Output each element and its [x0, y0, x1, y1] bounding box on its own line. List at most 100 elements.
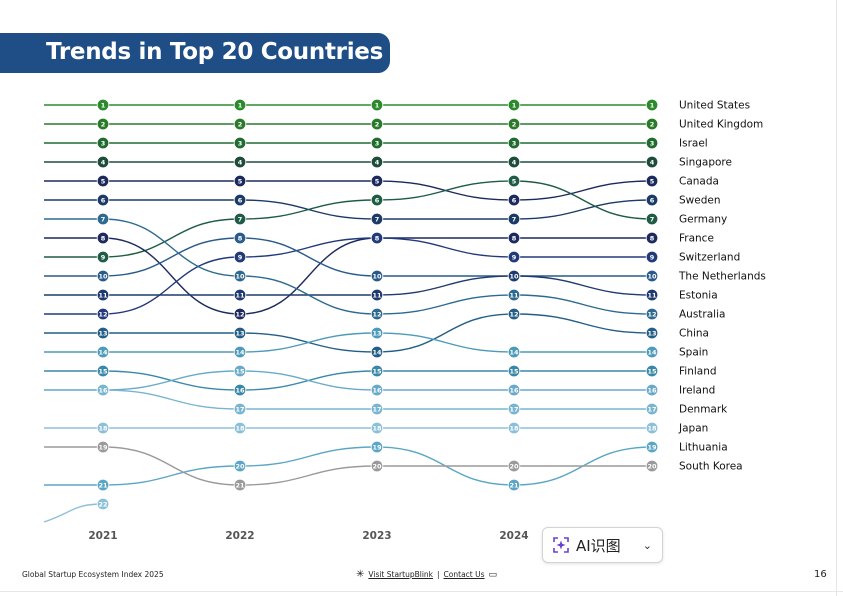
- marker-rank-number: 8: [375, 234, 380, 242]
- marker-dot: [233, 421, 247, 435]
- marker-israel-2021: 3: [96, 136, 110, 150]
- marker-estonia-2021: 11: [96, 288, 110, 302]
- marker-dot: [507, 136, 521, 150]
- marker-dot: [507, 307, 521, 321]
- marker-united-kingdom-2022: 2: [233, 117, 247, 131]
- ai-image-recognition-button[interactable]: AI识图 ⌄: [542, 527, 663, 563]
- marker-lithuania-2025: 19: [645, 440, 659, 454]
- marker-dot: [96, 440, 110, 454]
- marker-rank-number: 16: [509, 386, 519, 394]
- marker-rank-number: 15: [509, 367, 519, 375]
- marker-rank-number: 10: [235, 272, 245, 280]
- marker-dot: [645, 231, 659, 245]
- marker-dot: [370, 212, 384, 226]
- marker-rank-number: 2: [101, 120, 106, 128]
- chat-icon: ▭: [488, 569, 498, 580]
- marker-dot: [645, 326, 659, 340]
- marker-dot: [507, 402, 521, 416]
- marker-dot: [507, 212, 521, 226]
- marker-south-korea-2025: 20: [645, 459, 659, 473]
- marker-rank-number: 14: [509, 348, 519, 356]
- country-label-lithuania: Lithuania: [679, 442, 728, 454]
- marker-rank-number: 6: [238, 196, 243, 204]
- marker-dot: [233, 155, 247, 169]
- marker-estonia-2022: 11: [233, 288, 247, 302]
- country-label-france: France: [679, 233, 714, 245]
- marker-rank-number: 6: [650, 196, 655, 204]
- marker-rank-number: 6: [512, 196, 517, 204]
- page-number: 16: [814, 569, 827, 580]
- series-line-denmark: [44, 389, 652, 410]
- marker-singapore-2025: 4: [645, 155, 659, 169]
- marker-dot: [507, 98, 521, 112]
- marker-dot: [507, 155, 521, 169]
- marker-spain-2022: 14: [233, 345, 247, 359]
- marker-japan-2025: 18: [645, 421, 659, 435]
- marker-dot: [370, 459, 384, 473]
- marker-dot: [507, 364, 521, 378]
- marker-germany-2025: 7: [645, 212, 659, 226]
- marker-dot: [645, 250, 659, 264]
- marker-rank-number: 19: [372, 443, 382, 451]
- marker-united-states-2022: 1: [233, 98, 247, 112]
- marker-dot: [233, 288, 247, 302]
- marker-rank-number: 14: [98, 348, 108, 356]
- marker-lithuania-2021: 21: [96, 478, 110, 492]
- marker-rank-number: 3: [101, 139, 106, 147]
- marker-dot: [645, 117, 659, 131]
- marker-dot: [233, 231, 247, 245]
- country-label-switzerland: Switzerland: [679, 252, 740, 264]
- marker-rank-number: 11: [235, 291, 245, 299]
- marker-dot: [370, 231, 384, 245]
- marker-israel-2025: 3: [645, 136, 659, 150]
- marker-canada-2022: 5: [233, 174, 247, 188]
- marker-dot: [645, 383, 659, 397]
- marker-canada-2021: 5: [96, 174, 110, 188]
- country-label-china: China: [679, 328, 709, 340]
- marker-finland-2024: 15: [507, 364, 521, 378]
- marker-rank-number: 15: [235, 367, 245, 375]
- contact-us-link[interactable]: Contact Us: [443, 570, 485, 579]
- marker-finland-2021: 15: [96, 364, 110, 378]
- marker-china-2023: 14: [370, 345, 384, 359]
- marker-denmark-2025: 17: [645, 402, 659, 416]
- marker-rank-number: 18: [372, 424, 382, 432]
- series-line-spain: [44, 332, 652, 353]
- country-label-denmark: Denmark: [679, 404, 728, 416]
- visit-startupblink-link[interactable]: Visit StartupBlink: [368, 570, 434, 579]
- series-line-switzerland: [44, 237, 652, 315]
- marker-rank-number: 4: [101, 158, 106, 166]
- marker-rank-number: 4: [650, 158, 655, 166]
- marker-rank-number: 8: [512, 234, 517, 242]
- marker-rank-number: 5: [238, 177, 243, 185]
- marker-dot: [96, 345, 110, 359]
- marker-japan-2022: 18: [233, 421, 247, 435]
- marker-australia-2022: 10: [233, 269, 247, 283]
- marker-dot: [370, 136, 384, 150]
- marker-israel-2024: 3: [507, 136, 521, 150]
- marker-canada-2023: 5: [370, 174, 384, 188]
- cursor-click-icon: ✳: [356, 569, 365, 580]
- marker-rank-number: 3: [512, 139, 517, 147]
- marker-dot: [96, 117, 110, 131]
- marker-dot: [645, 288, 659, 302]
- marker-rank-number: 1: [512, 101, 517, 109]
- marker-rank-number: 1: [375, 101, 380, 109]
- series-lines: [43, 104, 653, 523]
- marker-dot: [507, 174, 521, 188]
- marker-rank-number: 17: [372, 405, 381, 413]
- country-label-united-states: United States: [679, 100, 750, 112]
- marker-dot: [233, 250, 247, 264]
- marker-ireland-2024: 16: [507, 383, 521, 397]
- chevron-down-icon: ⌄: [642, 539, 652, 552]
- marker-japan-2024: 18: [507, 421, 521, 435]
- marker-rank-number: 13: [372, 329, 381, 337]
- marker-australia-2023: 12: [370, 307, 384, 321]
- marker-rank-number: 20: [372, 462, 382, 470]
- marker-israel-2023: 3: [370, 136, 384, 150]
- series-line-canada: [44, 180, 653, 201]
- marker-rank-number: 9: [650, 253, 655, 261]
- marker-china-2021: 13: [96, 326, 110, 340]
- marker-rank-number: 8: [238, 234, 243, 242]
- marker-rank-number: 4: [512, 158, 517, 166]
